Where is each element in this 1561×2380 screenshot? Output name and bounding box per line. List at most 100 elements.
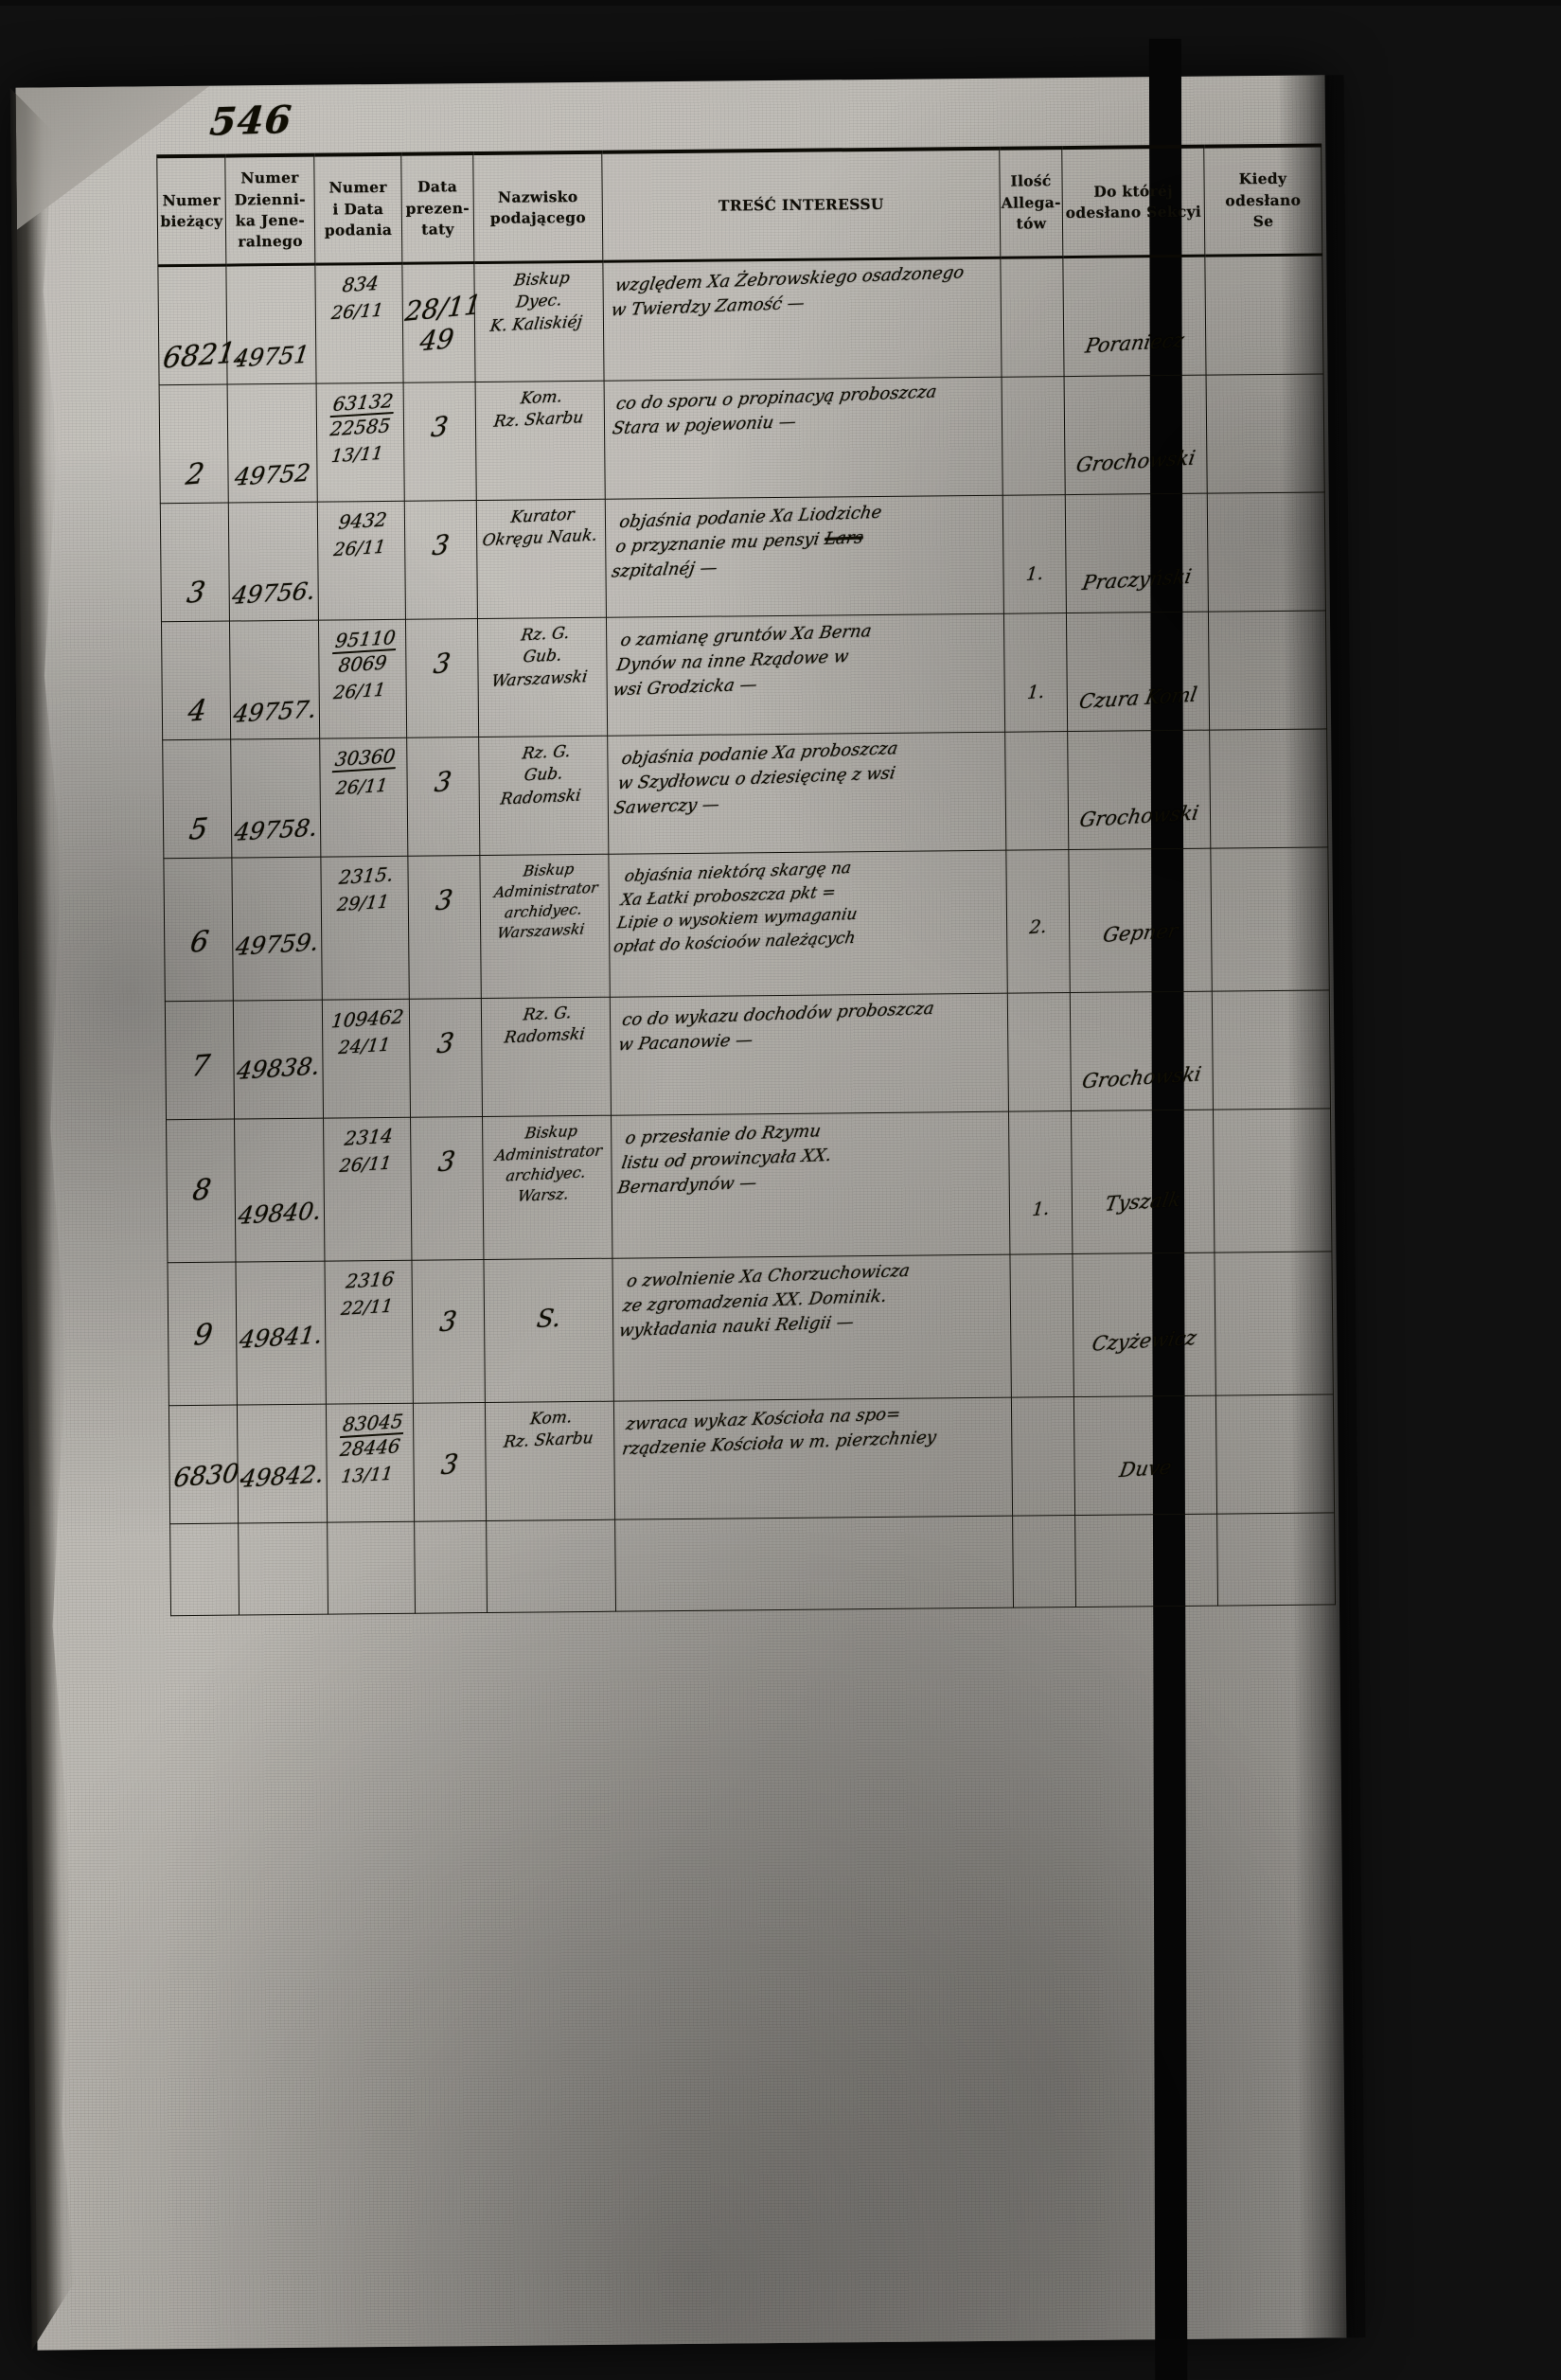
value-allegaty bbox=[1006, 819, 1068, 824]
value-nazwisko: Rz. G. Gub. Warszawski bbox=[490, 623, 589, 691]
value-podanie-data: 26/11 bbox=[329, 299, 385, 325]
value-podanie: 83045 28446 13/11 bbox=[323, 1409, 417, 1489]
cell-kiedy-odeslano bbox=[1213, 1108, 1332, 1253]
cell-numer-biezacy: 4 bbox=[161, 621, 231, 740]
value-podanie: 2315. 29/11 bbox=[319, 861, 411, 917]
value-allegaty: 1. bbox=[1026, 681, 1046, 704]
value-numer-biezacy: 3 bbox=[185, 575, 208, 611]
value-prezentata: 3 bbox=[439, 1448, 460, 1482]
cell-numer-biezacy bbox=[169, 1523, 239, 1616]
cell-data-prezentaty: 3 bbox=[406, 737, 480, 857]
value-podanie: 9432 26/11 bbox=[315, 506, 407, 562]
torn-left-edge bbox=[10, 87, 76, 2350]
value-podanie-numer: 2315. bbox=[337, 862, 395, 889]
value-nazwisko: Biskup Dyec. K. Kaliskiéj bbox=[488, 268, 584, 336]
value-sekcya: Grochowski bbox=[1080, 1062, 1203, 1093]
cell-allegaty: 2. bbox=[1005, 849, 1071, 994]
table-row: 8 49840. 2314 26/11 3 Biskup Administrato… bbox=[166, 1108, 1332, 1263]
cell-nazwisko: Biskup Dyec. K. Kaliskiéj bbox=[473, 261, 605, 382]
value-prezentata: 3 bbox=[432, 647, 452, 681]
cell-tresc: objaśnia niektórą skargę na Xa Łatki pro… bbox=[608, 850, 1008, 998]
cell-numer-i-data-podania: 2315. 29/11 bbox=[319, 856, 411, 1001]
cell-numer-i-data-podania: 2314 26/11 bbox=[323, 1117, 412, 1262]
cell-data-prezentaty: 3 bbox=[405, 618, 479, 738]
value-prezentata: 28/11 49 bbox=[403, 288, 484, 358]
cell-numer-dziennika: 49842. bbox=[237, 1404, 328, 1524]
cell-tresc: co do wykazu dochodów proboszcza w Pacan… bbox=[610, 993, 1009, 1116]
cell-kiedy-odeslano bbox=[1204, 254, 1324, 376]
cell-numer-dziennika: 49758. bbox=[230, 738, 321, 859]
value-tresc: co do sporu o propinacyą proboszcza Star… bbox=[611, 382, 938, 439]
cell-numer-dziennika: 49838. bbox=[233, 1000, 324, 1120]
value-podanie-numer-sub: 22585 bbox=[328, 414, 392, 441]
value-tresc: co do wykazu dochodów proboszcza w Pacan… bbox=[616, 998, 936, 1056]
cell-allegaty bbox=[1000, 257, 1065, 378]
header-numer-dziennika: Numer Dzienni- ka Jene- ralnego bbox=[224, 154, 315, 266]
registry-table: Numer bieżący Numer Dzienni- ka Jene- ra… bbox=[156, 143, 1336, 1616]
cell-nazwisko: Rz. G. Gub. Warszawski bbox=[477, 617, 608, 737]
cell-kiedy-odeslano bbox=[1208, 610, 1327, 731]
value-podanie-data: 26/11 bbox=[338, 1152, 393, 1178]
value-sekcya: Grochowski bbox=[1074, 446, 1197, 477]
cell-allegaty bbox=[1009, 1253, 1074, 1398]
cell-numer-i-data-podania bbox=[327, 1521, 416, 1615]
cell-numer-dziennika: 49752 bbox=[227, 383, 318, 504]
cell-allegaty bbox=[1002, 376, 1066, 496]
cell-nazwisko: Rz. G. Radomski bbox=[481, 997, 612, 1117]
value-podanie-fraction: 83045 28446 bbox=[337, 1409, 407, 1462]
value-podanie: 834 26/11 bbox=[313, 270, 405, 326]
cell-numer-biezacy: 5 bbox=[162, 739, 232, 859]
value-podanie-fraction: 95110 8069 bbox=[329, 625, 399, 678]
cell-data-prezentaty: 3 bbox=[403, 382, 477, 502]
scan-top-border bbox=[0, 0, 1561, 6]
value-nazwisko: Biskup Administrator archidyec. Warsz. bbox=[493, 1121, 604, 1206]
cell-data-prezentaty: 3 bbox=[410, 1116, 484, 1261]
value-numer-dziennika: 49759. bbox=[234, 928, 321, 961]
cell-numer-dziennika: 49840. bbox=[234, 1118, 325, 1263]
value-podanie: 63132 22585 13/11 bbox=[313, 388, 408, 469]
table-row: 4 49757. 95110 8069 26/11 3 Rz. G. Gub. Wa… bbox=[161, 610, 1327, 740]
cell-numer-dziennika: 49759. bbox=[231, 857, 323, 1002]
table-row: 5 49758. 30360 26/11 3 Rz. G. Gub. Radoms… bbox=[162, 728, 1328, 859]
value-numer-dziennika: 49840. bbox=[236, 1197, 324, 1230]
value-sekcya: Poraniecz bbox=[1083, 328, 1186, 358]
value-nazwisko: Kom. Rz. Skarbu bbox=[502, 1408, 594, 1453]
cell-data-prezentaty: 3 bbox=[411, 1259, 486, 1404]
cell-numer-biezacy: 3 bbox=[160, 503, 230, 622]
cell-kiedy-odeslano bbox=[1210, 846, 1330, 992]
cell-nazwisko: Kom. Rz. Skarbu bbox=[475, 381, 606, 501]
value-allegaty bbox=[1009, 1080, 1071, 1085]
cell-sekcya: Duve bbox=[1073, 1395, 1217, 1516]
cell-numer-i-data-podania: 9432 26/11 bbox=[315, 501, 407, 621]
value-sekcya: Duve bbox=[1117, 1455, 1174, 1483]
table-row: 7 49838. 109462 24/11 3 Rz. G. Radomski c… bbox=[165, 989, 1331, 1120]
value-numer-biezacy: 6830. bbox=[171, 1458, 249, 1494]
header-kiedy-odeslano: Kiedy odesłano Se bbox=[1203, 145, 1322, 257]
cell-kiedy-odeslano bbox=[1212, 989, 1331, 1110]
cell-allegaty: 1. bbox=[1008, 1110, 1073, 1255]
value-prezentata: 3 bbox=[435, 1026, 456, 1060]
cell-numer-biezacy: 6 bbox=[163, 858, 234, 1002]
header-tresc-interessu: TREŚĆ INTERESSU bbox=[601, 148, 1001, 262]
value-numer-dziennika: 49752 bbox=[233, 458, 312, 491]
value-podanie-numer-sub: 8069 bbox=[337, 650, 388, 677]
value-podanie-data: 13/11 bbox=[329, 442, 384, 468]
value-prezentata: 3 bbox=[430, 528, 452, 562]
cell-sekcya: Grochowski bbox=[1067, 730, 1211, 850]
table-row: 6830. 49842. 83045 28446 13/11 3 Kom. Rz. … bbox=[169, 1394, 1335, 1524]
cell-data-prezentaty: 3 bbox=[404, 500, 478, 620]
cell-numer-dziennika: 49756. bbox=[228, 502, 319, 622]
cell-nazwisko: Biskup Administrator archidyec. Warsz. bbox=[482, 1115, 612, 1260]
value-sekcya: Praczyński bbox=[1080, 564, 1194, 595]
value-tresc: zwraca wykaz Kościoła na spo= rządzenie … bbox=[620, 1404, 938, 1460]
value-prezentata: 3 bbox=[429, 410, 451, 444]
cell-nazwisko: S. bbox=[483, 1258, 614, 1403]
cell-tresc bbox=[614, 1516, 1014, 1612]
value-numer-biezacy: 8 bbox=[190, 1172, 214, 1208]
cell-numer-biezacy: 7 bbox=[165, 1001, 235, 1120]
value-nazwisko: Biskup Administrator archidyec. Warszaws… bbox=[492, 860, 599, 943]
cell-allegaty: 1. bbox=[1003, 613, 1068, 733]
table-row: 6821. 49751 834 26/11 28/11 49 Biskup Dye… bbox=[157, 254, 1324, 385]
value-numer-biezacy: 2 bbox=[184, 456, 206, 492]
